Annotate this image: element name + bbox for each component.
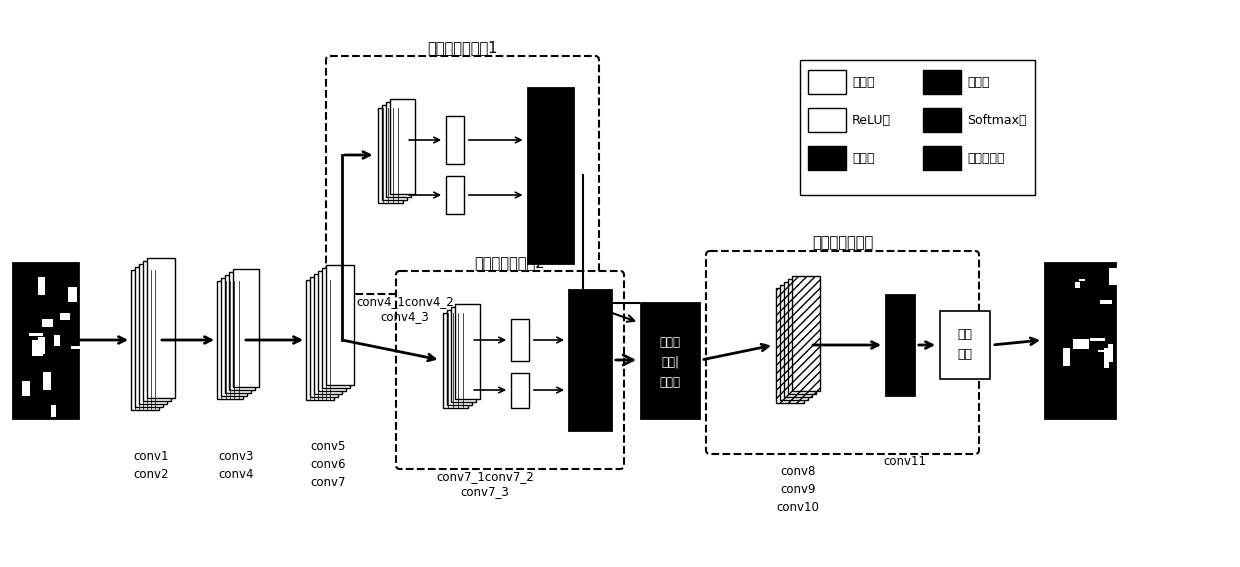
Bar: [148, 258, 175, 398]
Bar: [382, 104, 407, 200]
Bar: [569, 290, 611, 430]
Text: conv1
conv2: conv1 conv2: [133, 450, 169, 480]
Bar: [131, 270, 159, 410]
Bar: [808, 70, 846, 94]
Text: 撞击坐: 撞击坐: [660, 336, 681, 349]
Bar: [1099, 349, 1106, 353]
Bar: [940, 311, 990, 379]
Text: 位置|: 位置|: [661, 356, 680, 369]
Bar: [377, 108, 403, 202]
Bar: [887, 295, 914, 395]
Bar: [443, 312, 467, 408]
Bar: [1109, 344, 1112, 362]
Bar: [229, 272, 255, 390]
Text: 视直径: 视直径: [660, 375, 681, 388]
Text: 撞击坐检测通道2: 撞击坐检测通道2: [475, 255, 546, 270]
Bar: [1045, 263, 1115, 417]
Bar: [527, 87, 573, 263]
Bar: [326, 265, 353, 385]
Bar: [60, 313, 69, 320]
Bar: [217, 281, 243, 399]
Bar: [1075, 282, 1080, 288]
Bar: [780, 285, 808, 400]
Bar: [784, 281, 812, 396]
Text: 撞击坐检测通道1: 撞击坐检测通道1: [428, 40, 497, 55]
Text: 识别: 识别: [957, 328, 972, 341]
Bar: [923, 108, 961, 132]
Bar: [21, 380, 30, 396]
Text: conv4_1conv4_2
conv4_3: conv4_1conv4_2 conv4_3: [356, 295, 454, 323]
Bar: [135, 267, 162, 407]
Bar: [455, 303, 480, 399]
Bar: [224, 275, 250, 393]
Bar: [42, 319, 53, 327]
Bar: [792, 276, 820, 391]
Text: Softmax层: Softmax层: [967, 113, 1027, 126]
Bar: [386, 101, 410, 197]
Bar: [389, 99, 414, 193]
Bar: [317, 271, 346, 391]
Bar: [800, 60, 1035, 195]
Text: ReLU层: ReLU层: [852, 113, 892, 126]
Bar: [143, 261, 171, 401]
Text: conv11: conv11: [883, 455, 926, 468]
Bar: [776, 287, 804, 403]
Bar: [1090, 338, 1105, 341]
Bar: [67, 287, 77, 302]
Bar: [12, 263, 77, 417]
Bar: [450, 307, 475, 401]
Bar: [38, 277, 45, 295]
Bar: [42, 372, 51, 390]
Bar: [641, 303, 699, 417]
Bar: [787, 278, 816, 393]
Bar: [1063, 348, 1070, 366]
Bar: [55, 335, 60, 346]
Bar: [446, 176, 464, 214]
Bar: [1079, 279, 1085, 281]
Text: conv7_1conv7_2
conv7_3: conv7_1conv7_2 conv7_3: [436, 470, 534, 498]
Bar: [808, 108, 846, 132]
Bar: [1073, 339, 1089, 349]
Bar: [322, 268, 350, 388]
Bar: [221, 278, 247, 396]
Bar: [233, 269, 259, 387]
Bar: [51, 405, 56, 417]
Bar: [511, 319, 529, 361]
Bar: [446, 116, 464, 164]
Text: 撞击坐识别通道: 撞击坐识别通道: [812, 235, 873, 250]
Text: 编号: 编号: [957, 349, 972, 362]
Bar: [808, 146, 846, 170]
Text: 棹格模式层: 棹格模式层: [967, 151, 1004, 164]
FancyBboxPatch shape: [326, 56, 599, 294]
Text: conv5
conv6
conv7: conv5 conv6 conv7: [310, 439, 346, 489]
Bar: [1104, 348, 1110, 368]
Bar: [923, 146, 961, 170]
Bar: [71, 345, 81, 349]
Bar: [1110, 269, 1123, 285]
Bar: [1100, 299, 1112, 303]
Bar: [310, 277, 339, 397]
Bar: [446, 310, 471, 404]
Bar: [139, 264, 167, 404]
Text: 池化层: 池化层: [967, 75, 990, 88]
FancyBboxPatch shape: [396, 271, 624, 469]
Bar: [511, 373, 529, 408]
Bar: [306, 280, 334, 400]
Bar: [314, 274, 342, 394]
Text: conv3
conv4: conv3 conv4: [218, 450, 254, 480]
Bar: [38, 337, 46, 354]
Bar: [30, 333, 43, 336]
Bar: [923, 70, 961, 94]
Text: conv8
conv9
conv10: conv8 conv9 conv10: [776, 465, 820, 514]
Bar: [32, 340, 43, 357]
Text: 卷积层: 卷积层: [852, 75, 874, 88]
FancyBboxPatch shape: [706, 251, 980, 454]
Text: 目标层: 目标层: [852, 151, 874, 164]
